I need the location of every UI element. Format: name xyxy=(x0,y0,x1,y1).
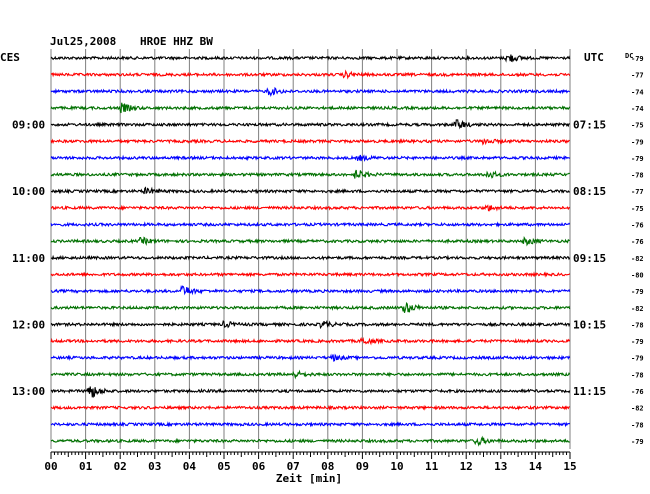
trace-line xyxy=(50,254,571,261)
left-timezone-label: CES xyxy=(0,51,20,64)
trace-line xyxy=(50,319,571,330)
trace-line xyxy=(50,421,571,428)
trace-line xyxy=(50,284,571,296)
dc-offset-label: -78 xyxy=(631,421,644,429)
right-time-label: 07:15 xyxy=(573,119,606,132)
x-tick-label: 12 xyxy=(460,460,473,473)
dc-offset-label: -79 xyxy=(631,155,644,163)
right-time-label: 09:15 xyxy=(573,252,606,265)
right-time-labels: 07:15 08:15 09:15 10:15 11:15 xyxy=(573,119,606,398)
trace-line xyxy=(50,435,570,447)
dc-offset-label: -78 xyxy=(631,172,644,180)
dc-offset-label: -82 xyxy=(631,405,644,413)
x-tick-label: 09 xyxy=(356,460,369,473)
left-time-label: 12:00 xyxy=(12,318,45,331)
x-axis: 00 01 02 03 04 05 06 07 08 09 10 11 12 13 14 15 xyxy=(44,451,577,473)
trace-line xyxy=(50,404,570,411)
header-date: Jul25,2008 xyxy=(50,35,116,48)
minute-grid xyxy=(50,49,571,449)
x-tick-label: 00 xyxy=(44,460,57,473)
trace-line xyxy=(50,336,571,346)
dc-offset-label: -79 xyxy=(631,138,644,146)
dc-offset-label: -78 xyxy=(631,321,644,329)
dc-offset-label: -79 xyxy=(631,438,644,446)
dc-offset-header: DC xyxy=(625,52,633,60)
dc-offset-labels: -79 -77 -74 -74 -75 -79 -79 -78 -77 -75 -76 -76 -82 -… xyxy=(631,55,644,446)
dc-offset-label: -79 xyxy=(631,355,644,363)
trace-line xyxy=(51,186,570,195)
dc-offset-label: -79 xyxy=(631,338,644,346)
dc-offset-label: -75 xyxy=(631,205,644,213)
dc-offset-label: -82 xyxy=(631,305,644,313)
dc-offset-label: -75 xyxy=(631,122,644,130)
trace-line xyxy=(50,369,571,380)
dc-offset-label: -80 xyxy=(631,271,644,279)
x-tick-label: 01 xyxy=(79,460,93,473)
seismic-traces xyxy=(50,54,571,447)
x-tick-label: 13 xyxy=(494,460,507,473)
trace-line xyxy=(50,138,570,146)
trace-line xyxy=(50,204,571,212)
left-time-label: 13:00 xyxy=(12,385,45,398)
trace-line xyxy=(50,169,570,179)
trace-line xyxy=(50,86,570,97)
dc-offset-label: -77 xyxy=(631,72,644,80)
trace-line xyxy=(50,235,570,247)
left-time-label: 10:00 xyxy=(12,185,45,198)
trace-line xyxy=(50,353,571,362)
x-tick-label: 06 xyxy=(252,460,266,473)
x-axis-title: Zeit [min] xyxy=(276,472,342,485)
dc-offset-label: -76 xyxy=(631,388,644,396)
trace-line xyxy=(50,54,571,63)
x-tick-label: 07 xyxy=(287,460,300,473)
x-tick-label: 14 xyxy=(529,460,543,473)
trace-line xyxy=(50,102,571,114)
dc-offset-label: -79 xyxy=(631,55,644,63)
x-tick-label: 15 xyxy=(563,460,576,473)
trace-line xyxy=(50,271,571,278)
dc-offset-label: -77 xyxy=(631,188,644,196)
right-timezone-label: UTC xyxy=(584,51,604,64)
x-tick-label: 03 xyxy=(148,460,161,473)
trace-line xyxy=(50,69,571,80)
x-tick-label: 10 xyxy=(390,460,403,473)
dc-offset-label: -76 xyxy=(631,222,644,230)
trace-line xyxy=(50,386,571,398)
x-tick-label: 11 xyxy=(425,460,439,473)
trace-line xyxy=(50,221,571,228)
right-time-label: 08:15 xyxy=(573,185,606,198)
dc-offset-label: -78 xyxy=(631,371,644,379)
trace-line xyxy=(50,301,571,313)
right-time-label: 11:15 xyxy=(573,385,606,398)
trace-line xyxy=(50,119,570,130)
dc-offset-label: -76 xyxy=(631,238,644,246)
x-tick-label: 04 xyxy=(183,460,197,473)
dc-offset-label: -74 xyxy=(631,105,644,113)
dc-offset-label: -74 xyxy=(631,88,644,96)
left-time-label: 09:00 xyxy=(12,119,45,132)
x-tick-label: 02 xyxy=(114,460,127,473)
trace-line xyxy=(50,154,571,162)
left-time-labels: 09:00 10:00 11:00 12:00 13:00 xyxy=(12,119,45,398)
dc-offset-label: -82 xyxy=(631,255,644,263)
dc-offset-label: -79 xyxy=(631,288,644,296)
right-time-label: 10:15 xyxy=(573,318,606,331)
x-tick-label: 05 xyxy=(217,460,230,473)
x-tick-label: 08 xyxy=(321,460,334,473)
left-time-label: 11:00 xyxy=(12,252,45,265)
header-station: HROE HHZ BW xyxy=(140,35,213,48)
